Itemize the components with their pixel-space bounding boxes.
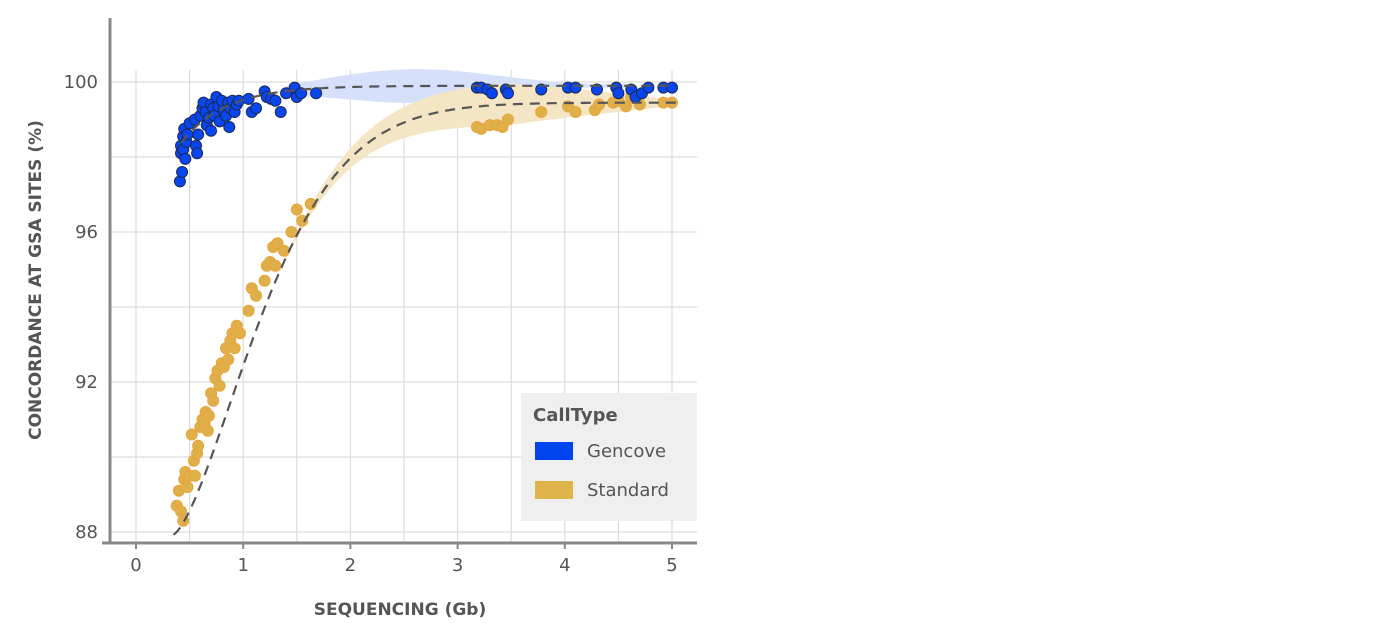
data-point-standard bbox=[569, 106, 582, 118]
data-point-standard bbox=[242, 304, 255, 317]
legend-item-standard: Standard bbox=[535, 479, 669, 501]
data-point-standard bbox=[271, 237, 284, 250]
data-point-gencove bbox=[612, 87, 625, 100]
data-point-gencove bbox=[192, 128, 205, 141]
data-point-standard bbox=[290, 203, 303, 216]
data-point-standard bbox=[201, 424, 214, 437]
legend: CallType Gencove Standard bbox=[521, 393, 697, 521]
data-point-standard bbox=[185, 428, 198, 441]
axes bbox=[102, 18, 697, 549]
trend-line-gencove bbox=[180, 84, 672, 144]
x-tick-label: 4 bbox=[559, 555, 570, 576]
data-point-gencove bbox=[642, 81, 655, 94]
tick-labels: 0 1 2 3 4 5 88 92 96 100 bbox=[64, 72, 678, 576]
trend-line-standard bbox=[172, 101, 678, 536]
data-point-standard bbox=[213, 379, 226, 392]
data-point-gencove bbox=[250, 102, 263, 115]
legend-label: Standard bbox=[587, 479, 669, 501]
data-point-gencove bbox=[569, 81, 582, 94]
data-point-standard bbox=[207, 394, 220, 407]
data-point-gencove bbox=[269, 94, 282, 107]
data-point-standard bbox=[228, 342, 241, 355]
y-tick-label: 100 bbox=[64, 72, 98, 93]
data-point-standard bbox=[222, 353, 235, 366]
data-point-gencove bbox=[274, 106, 287, 118]
y-tick-label: 92 bbox=[75, 372, 98, 393]
y-tick-label: 88 bbox=[75, 522, 98, 543]
data-point-gencove bbox=[666, 81, 678, 94]
data-point-standard bbox=[296, 214, 309, 227]
data-point-gencove bbox=[205, 124, 218, 137]
data-point-standard bbox=[535, 106, 548, 118]
data-point-standard bbox=[188, 469, 201, 482]
x-tick-label: 0 bbox=[130, 555, 141, 576]
y-axis-title: CONCORDANCE AT GSA SITES (%) bbox=[26, 120, 46, 440]
trend-lines bbox=[172, 84, 678, 536]
legend-title: CallType bbox=[533, 405, 618, 426]
data-points bbox=[170, 81, 678, 527]
data-point-gencove bbox=[485, 87, 498, 100]
data-point-gencove bbox=[191, 147, 204, 160]
legend-swatch-standard bbox=[535, 481, 573, 499]
y-tick-label: 96 bbox=[75, 222, 98, 243]
data-point-gencove bbox=[176, 166, 189, 178]
data-point-standard bbox=[501, 113, 514, 126]
data-point-standard bbox=[285, 226, 298, 238]
data-point-standard bbox=[250, 289, 263, 302]
data-point-standard bbox=[277, 244, 290, 257]
data-point-standard bbox=[181, 481, 194, 493]
x-tick-label: 5 bbox=[666, 555, 677, 576]
data-point-gencove bbox=[501, 87, 514, 100]
data-point-standard bbox=[258, 274, 271, 287]
data-point-standard bbox=[269, 259, 282, 272]
legend-label: Gencove bbox=[587, 440, 667, 462]
x-tick-label: 2 bbox=[345, 555, 356, 576]
x-tick-label: 1 bbox=[237, 555, 248, 576]
data-point-gencove bbox=[179, 152, 192, 165]
x-axis-title: SEQUENCING (Gb) bbox=[314, 600, 487, 620]
x-tick-label: 3 bbox=[452, 555, 463, 576]
data-point-standard bbox=[593, 98, 606, 111]
data-point-gencove bbox=[242, 92, 255, 105]
legend-item-gencove: Gencove bbox=[535, 440, 666, 462]
legend-swatch-gencove bbox=[535, 442, 573, 460]
data-point-standard bbox=[192, 439, 205, 452]
data-point-gencove bbox=[310, 87, 323, 100]
data-point-gencove bbox=[223, 121, 236, 133]
data-point-standard bbox=[233, 327, 246, 340]
data-point-standard bbox=[202, 409, 215, 422]
